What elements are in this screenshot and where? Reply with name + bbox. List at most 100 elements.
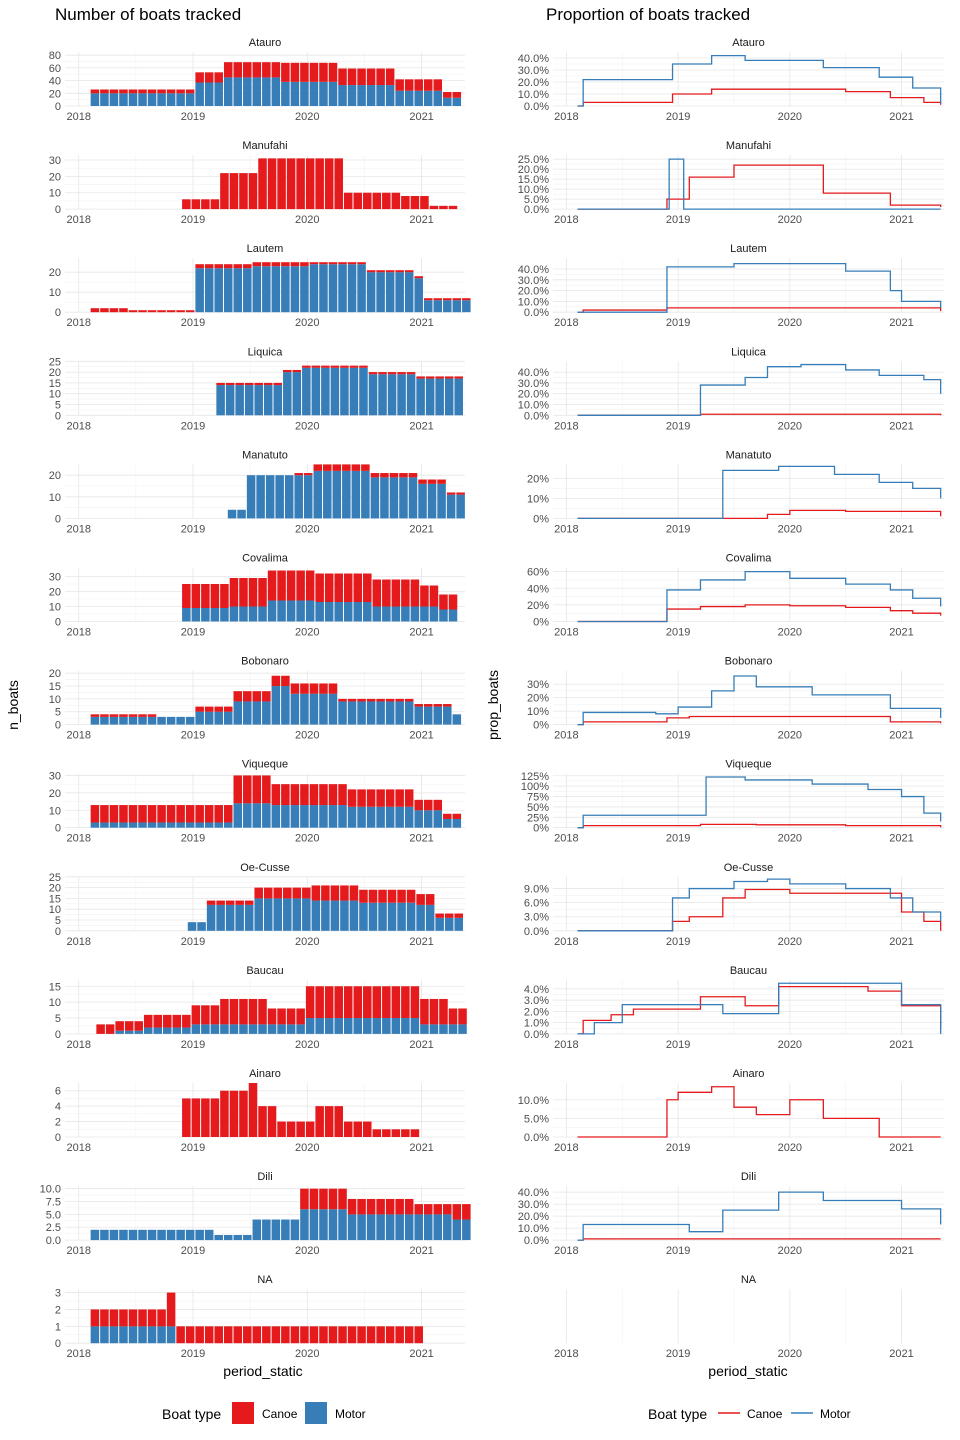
bar-motor [263,898,273,931]
bar-canoe [349,365,359,368]
bar-canoe [176,1326,185,1344]
bar-x-tick-label: 2021 [409,936,433,948]
bar-motor [214,268,223,313]
bar-y-tick-label: 0 [55,1132,61,1144]
bar-motor [435,378,444,416]
bar-motor [128,822,138,828]
bar-motor [235,904,244,931]
bar-motor [305,1018,315,1034]
bar-canoe [195,706,204,712]
line-x-tick-label: 2020 [778,833,802,845]
line-facet-label: Liquica [731,346,767,358]
bar-y-tick-label: 5 [55,915,61,927]
bar-canoe [223,1326,233,1344]
bar-canoe [262,775,271,804]
bar-motor [385,85,395,106]
bar-canoe [147,310,157,313]
bar-canoe [273,382,283,386]
bar-canoe [319,1188,328,1210]
line-x-tick-label: 2021 [889,523,913,535]
bar-motor [204,82,214,106]
bar-motor [100,716,109,725]
bar-canoe [225,382,235,386]
bar-motor [340,900,349,931]
bar-canoe [338,1326,347,1344]
bar-canoe [357,698,366,702]
bar-motor [258,606,267,622]
bar-motor [414,278,423,313]
bar-motor [366,272,376,313]
bar-canoe [281,62,290,82]
bar-motor [292,898,302,931]
bar-motor [353,602,363,622]
line-x-tick-label: 2020 [778,1245,802,1257]
bar-motor [385,1214,395,1241]
bar-motor [347,1214,357,1241]
bar-motor [456,494,465,519]
line-y-tick-label: 40.0% [518,1187,549,1199]
bar-canoe [244,900,254,905]
bar-canoe [416,894,425,905]
bar-canoe [220,584,229,608]
bar-canoe [443,704,452,707]
bar-canoe [254,382,263,386]
bar-motor [433,810,443,828]
bar-x-tick-label: 2019 [181,317,205,329]
bar-motor [262,803,271,828]
bar-canoe [342,464,351,471]
bar-canoe [382,1129,391,1137]
bar-motor [283,898,292,931]
bar-canoe [286,1008,296,1025]
bar-motor [185,1229,195,1241]
line-x-tick-label: 2019 [666,214,690,226]
bar-motor [229,606,239,622]
line-x-tick-label: 2018 [554,420,578,432]
bar-canoe [353,986,363,1019]
bar-canoe [239,998,248,1025]
bar-canoe [347,789,357,807]
line-chart-lautem: 2018 2019 2020 2021 0.0%10.0%20.0%30.0%40.0%… [518,243,944,329]
bar-facet-label: Manatuto [242,449,288,461]
bar-motor [271,266,281,313]
bar-canoe [100,89,109,94]
bar-motor [176,93,185,106]
bar-facet-label: Covalima [242,553,289,565]
bar-y-tick-label: 10 [49,602,61,614]
bar-canoe [414,799,423,811]
bar-motor [414,1214,423,1241]
bar-canoe [433,1204,443,1215]
bar-motor [359,902,368,931]
bar-facet-label: Oe-Cusse [240,862,290,874]
line-y-tick-label: 20.0% [518,286,549,298]
bar-motor [313,470,323,519]
bar-canoe [359,889,368,903]
bar-canoe [410,1129,420,1137]
line-y-tick-label: 40% [527,583,549,595]
bar-canoe [387,372,397,375]
bar-x-tick-label: 2018 [66,111,90,123]
bar-motor [243,1234,252,1241]
bar-motor [204,822,214,828]
bar-motor [163,1027,172,1034]
bar-motor [284,475,294,519]
bar-canoe [347,1326,357,1344]
bar-x-tick-label: 2020 [295,627,319,639]
bar-y-tick-label: 25 [49,356,61,368]
bar-motor [462,1219,471,1241]
bar-motor [267,1024,277,1034]
bar-motor [357,1214,366,1241]
line-x-tick-label: 2020 [778,523,802,535]
bar-canoe [191,1098,201,1137]
bar-canoe [347,698,357,702]
bar-motor [328,1209,338,1241]
bar-canoe [328,784,338,806]
bar-canoe [462,298,471,301]
bar-motor [271,686,281,725]
bar-canoe [338,68,347,86]
bar-canoe [385,698,395,702]
series-line-motor [577,54,942,107]
bar-motor [147,1229,157,1241]
bar-canoe [157,310,166,313]
bar-motor [366,1214,376,1241]
bar-motor [216,904,225,931]
